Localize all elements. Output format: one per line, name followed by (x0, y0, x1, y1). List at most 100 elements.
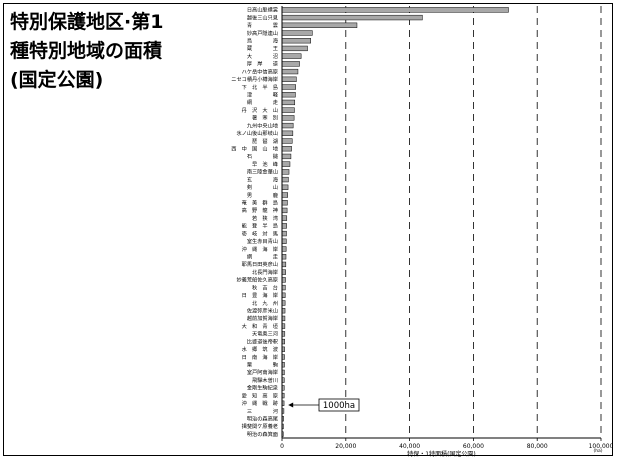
bar (281, 7, 509, 13)
category-label: 能 登 半 島 (242, 222, 278, 230)
bar (281, 153, 292, 160)
category-label: 沖 縄 海 岸 (242, 245, 278, 253)
bar (281, 76, 297, 82)
category-label: 厚 岸 道 (247, 60, 278, 68)
bar (281, 146, 292, 152)
category-label: 越前加賀海岸 (247, 314, 278, 322)
category-label: 北 九 州 (252, 299, 278, 307)
category-label: 奄 美 群 島 (242, 199, 278, 207)
bar (281, 169, 290, 175)
bar (281, 215, 288, 221)
category-label: 石 鎚 (247, 152, 279, 160)
bar (281, 122, 294, 129)
category-label: 下 北 半 島 (242, 83, 278, 91)
bar (281, 246, 287, 252)
x-tick-label: 100,000 (589, 443, 614, 450)
bar (281, 107, 295, 113)
category-label: 北長門海岸 (252, 268, 278, 276)
category-label: 氷ノ山後山那岐山 (236, 129, 278, 137)
x-tick-label: 60,000 (463, 443, 484, 450)
bar (281, 115, 295, 121)
category-label: 日 豊 海 岸 (242, 291, 278, 299)
bar (281, 200, 288, 206)
category-label: 天竜奥三河 (252, 330, 278, 338)
annotation-box (318, 398, 360, 412)
bar (281, 184, 289, 190)
category-label: 日高山脈襟裳 (247, 6, 279, 14)
bar (281, 68, 299, 75)
category-label: 鳥 海 (247, 37, 278, 45)
bar (281, 223, 287, 229)
category-label: 若 狭 湾 (252, 214, 278, 222)
category-label: 栗 駒 (247, 361, 278, 369)
category-label: 越後三山只見 (247, 13, 278, 21)
chart-title: 特別保護地区·第1 種特別地域の面積 (国定公園) (10, 11, 164, 91)
category-label: 耶馬日田英彦山 (242, 260, 278, 268)
category-label: 揖斐関ケ原養老 (242, 422, 278, 430)
category-label: 九州中央山地 (247, 121, 278, 129)
category-label: 室戸阿南海岸 (247, 368, 278, 376)
x-tick-label: 80,000 (527, 443, 548, 450)
bar (281, 230, 287, 237)
bar (281, 238, 287, 244)
category-label: ハケ岳中信高原 (242, 67, 278, 75)
x-tick-label: 20,000 (335, 443, 356, 450)
annotation-text: 1000ha (323, 401, 355, 411)
category-label: 網 走 (247, 253, 278, 261)
category-label: 西 中 国 山 地 (231, 145, 278, 153)
category-label: 壱 岐 対 馬 (242, 229, 278, 237)
bar (281, 84, 296, 90)
category-label: 蔵 王 (247, 44, 278, 52)
category-label: 比婆道後帝釈 (247, 337, 279, 345)
category-label: 剣 山 (247, 183, 278, 191)
x-axis-label: 特保・1特面積(国定公園) (407, 450, 476, 458)
category-label: 日 南 海 岸 (242, 353, 278, 361)
bar (281, 45, 308, 52)
category-label: 沖 縄 戦 跡 (242, 399, 279, 407)
category-label: 玄 海 (247, 175, 278, 183)
category-label: 三 河 (247, 407, 278, 415)
category-label: 飛驒木曽川 (252, 376, 278, 384)
bar (281, 161, 291, 167)
bar (281, 138, 293, 144)
category-label: 妙義荒船佐久高原 (236, 276, 278, 284)
category-label: 琵 琶 湖 (252, 137, 278, 145)
category-label: 明治の森箕面 (247, 430, 278, 438)
bar (281, 99, 296, 106)
bar (281, 61, 300, 67)
category-label: 金剛生駒紀泉 (247, 384, 279, 392)
x-axis-unit: (ha) (593, 448, 602, 454)
bar (281, 277, 286, 283)
category-label: 秋 吉 台 (252, 283, 278, 291)
bar (281, 38, 311, 44)
category-label: ニセコ積丹小樽海岸 (231, 75, 278, 83)
category-label: 室生赤目青山 (247, 237, 278, 245)
category-label: 大 沼 (247, 52, 278, 60)
category-label: 南三陸金華山 (247, 168, 278, 176)
category-label: 津 軽 (247, 91, 279, 99)
chart-frame (3, 3, 613, 456)
category-label: 網 走 (247, 98, 278, 106)
category-label: 明治の森高尾 (247, 415, 278, 423)
bar (281, 207, 288, 214)
category-label: 早 池 峰 (252, 160, 278, 168)
category-label: 大 和 青 垣 (242, 322, 278, 330)
bar (281, 192, 288, 198)
x-tick-label: 40,000 (399, 443, 420, 450)
bar (281, 254, 287, 260)
category-label: 妙高戸隠連山 (247, 29, 278, 37)
bar (281, 92, 296, 98)
bar (281, 14, 423, 21)
bar (281, 269, 286, 275)
category-label: 男 鹿 (247, 191, 278, 199)
bar (281, 261, 287, 268)
bar (281, 30, 313, 36)
bar (281, 130, 294, 136)
bar (281, 22, 358, 28)
category-label: 高 野 龍 神 (242, 206, 278, 214)
annotation-arrowhead (288, 402, 294, 408)
bar (281, 284, 286, 291)
bar (281, 176, 289, 183)
category-label: 佐渡弥彦米山 (247, 307, 278, 315)
